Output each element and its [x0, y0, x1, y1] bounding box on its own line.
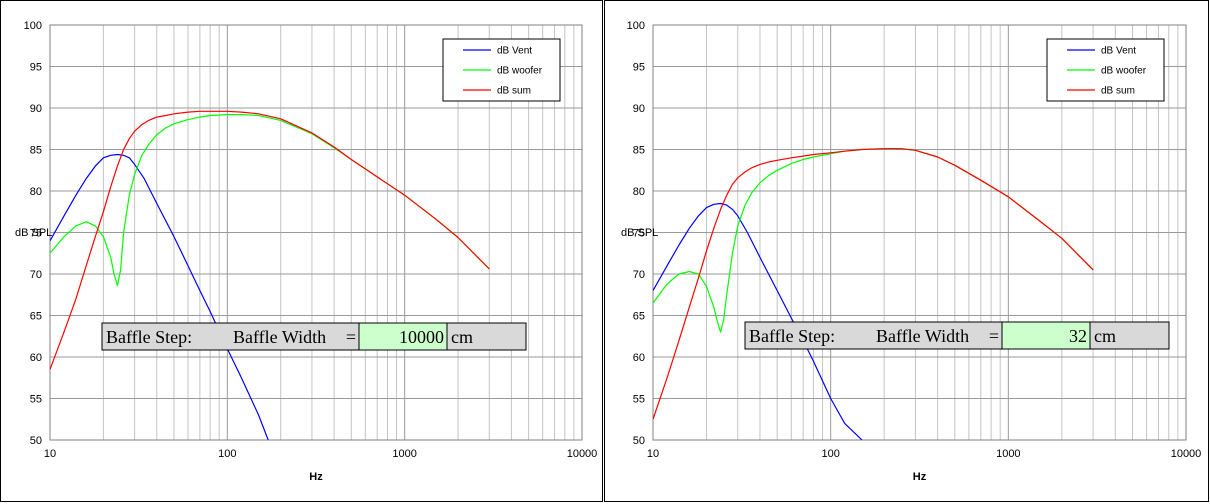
baffle-equals: =: [346, 327, 356, 347]
y-axis-title: dB SPL: [621, 227, 658, 239]
baffle-unit: cm: [1094, 326, 1116, 346]
y-tick-label: 100: [627, 20, 645, 32]
legend-label-db-woofer: dB woofer: [497, 66, 543, 77]
legend-label-db-woofer: dB woofer: [1101, 66, 1147, 77]
baffle-width-label: Baffle Width: [876, 326, 969, 346]
baffle-width-field: [358, 322, 448, 351]
y-tick-label: 95: [633, 62, 645, 74]
y-axis-title: dB SPL: [15, 227, 52, 239]
x-axis-title: Hz: [913, 471, 927, 483]
y-tick-label: 50: [30, 435, 42, 447]
x-tick-label: 100: [821, 448, 839, 460]
baffle-unit: cm: [451, 327, 473, 347]
y-tick-label: 55: [633, 394, 645, 406]
chart-panel-left: 50 55 60 65 70 75 80 85 90 95 100 10 100 1000 10000 Hz d…: [0, 0, 603, 502]
y-tick-label: 80: [30, 186, 42, 198]
x-tick-label: 1000: [392, 448, 416, 460]
y-tick-label: 75: [633, 228, 645, 240]
y-tick-label: 85: [633, 145, 645, 157]
x-tick-label: 10000: [1171, 448, 1202, 460]
y-tick-label: 60: [633, 352, 645, 364]
plot-border: [49, 24, 583, 441]
x-tick-label: 1000: [996, 448, 1020, 460]
y-tick-label: 70: [633, 269, 645, 281]
baffle-equals: =: [989, 326, 999, 346]
y-tick-label: 90: [633, 103, 645, 115]
baffle-step-label: Baffle Step:: [749, 326, 835, 346]
baffle-width-value: 10000: [399, 327, 444, 347]
baffle-box: [101, 322, 527, 351]
legend-box: [442, 38, 561, 102]
series-line-db-sum: [50, 110, 490, 370]
chart-svg-right: 50 55 60 65 70 75 80 85 90 95 100 10 100 1000 10000 Hz d…: [621, 20, 1202, 483]
plot-border: [652, 24, 1187, 441]
y-tick-label: 75: [30, 228, 42, 240]
series-line-db-vent: [653, 202, 863, 440]
y-tick-label: 85: [30, 145, 42, 157]
x-tick-label: 10: [44, 448, 56, 460]
baffle-width-label: Baffle Width: [233, 327, 326, 347]
legend-label-db-sum: dB sum: [497, 86, 531, 97]
y-tick-label: 90: [30, 103, 42, 115]
baffle-box: [744, 321, 1170, 350]
baffle-width-value: 32: [1069, 326, 1087, 346]
chart-svg-left: 50 55 60 65 70 75 80 85 90 95 100 10 100 1000 10000 Hz d…: [15, 20, 598, 483]
y-tick-label: 60: [30, 352, 42, 364]
series-group: [653, 148, 1094, 440]
y-tick-label: 70: [30, 269, 42, 281]
x-tick-label: 100: [218, 448, 236, 460]
baffle-step-label: Baffle Step:: [106, 327, 192, 347]
chart-panel-right: 50 55 60 65 70 75 80 85 90 95 100 10 100 1000 10000 Hz d…: [604, 0, 1209, 502]
y-tick-label: 50: [633, 435, 645, 447]
legend-box: [1046, 38, 1165, 102]
y-tick-label: 95: [30, 62, 42, 74]
legend-label-db-sum: dB sum: [1101, 86, 1135, 97]
y-tick-label: 100: [24, 20, 42, 32]
y-tick-label: 55: [30, 394, 42, 406]
series-line-db-sum: [653, 148, 1094, 420]
y-tick-label: 80: [633, 186, 645, 198]
x-axis-title: Hz: [309, 471, 323, 483]
y-tick-label: 65: [30, 311, 42, 323]
legend-label-db-vent: dB Vent: [497, 46, 532, 57]
x-tick-label: 10000: [567, 448, 598, 460]
baffle-width-field: [1001, 321, 1091, 350]
y-tick-label: 65: [633, 311, 645, 323]
x-tick-label: 10: [647, 448, 659, 460]
legend-label-db-vent: dB Vent: [1101, 46, 1136, 57]
